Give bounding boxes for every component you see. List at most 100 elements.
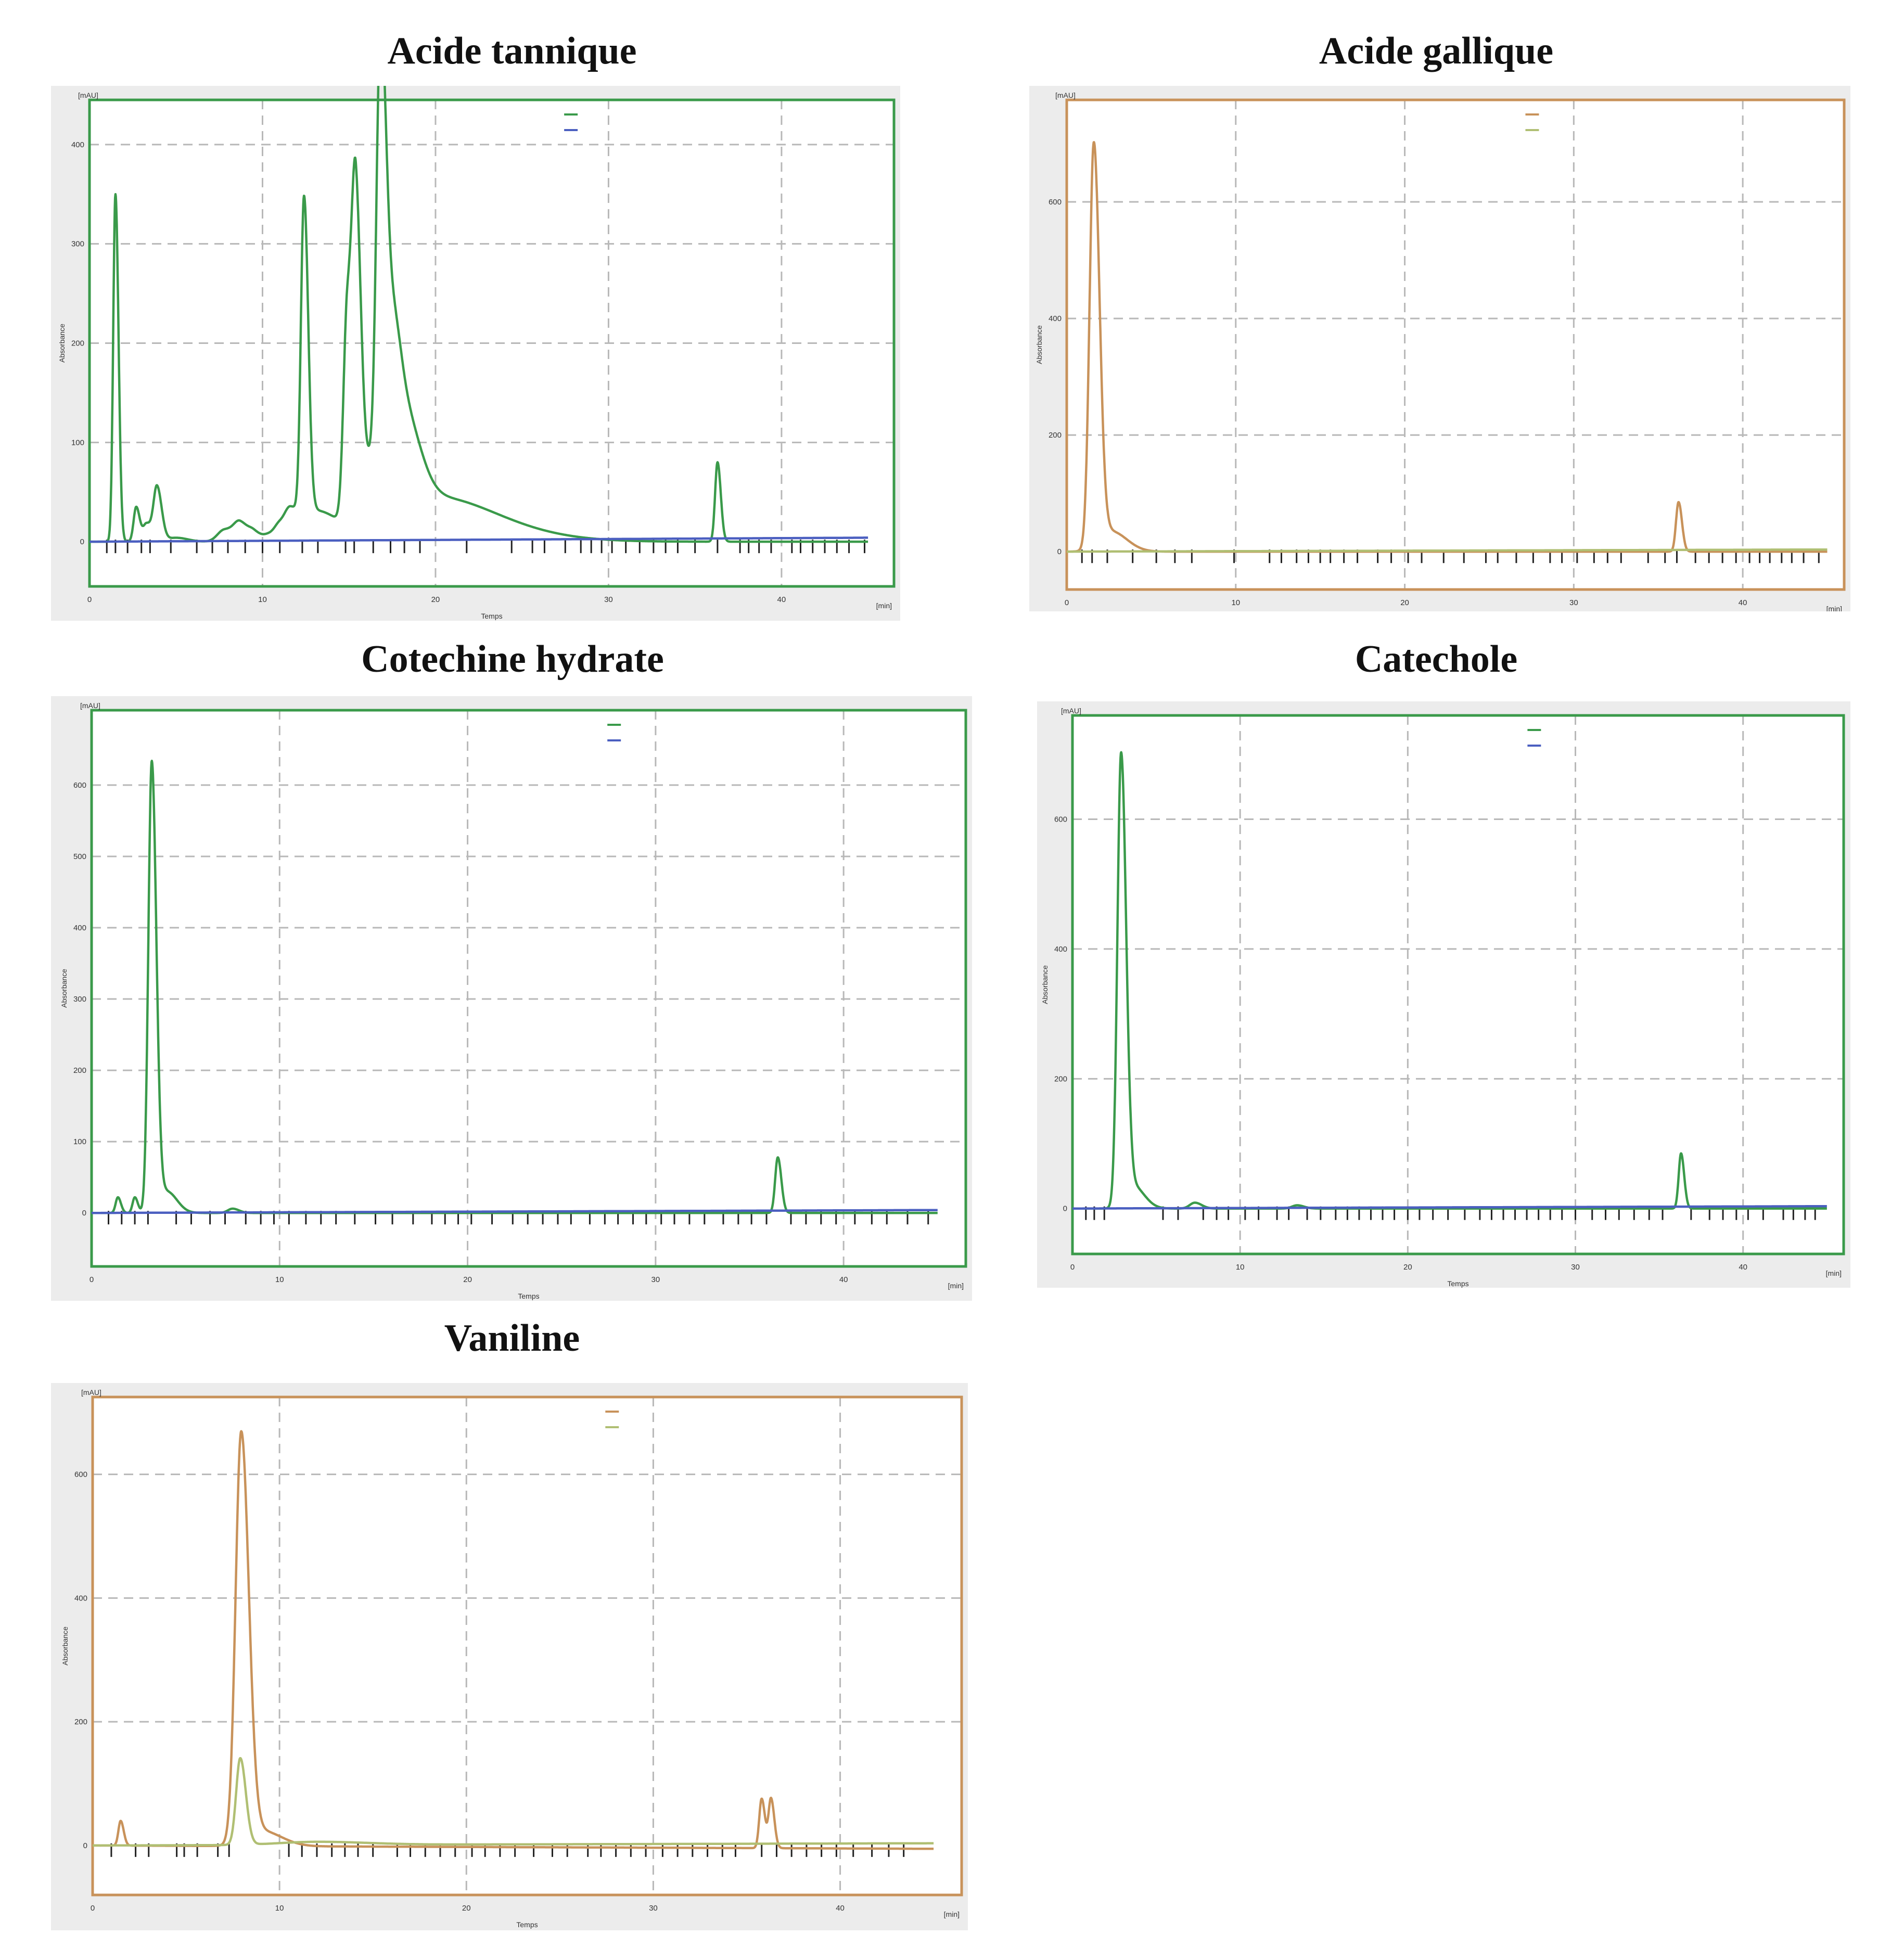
y-tick-label: 100 [71, 438, 84, 447]
x-tick-label: 0 [91, 1904, 95, 1913]
y-tick-label: 600 [1054, 815, 1067, 824]
x-tick-label: 0 [1070, 1263, 1075, 1272]
y-tick-label: 600 [74, 1470, 87, 1479]
y-tick-label: 100 [73, 1137, 86, 1146]
x-unit-label: [min] [944, 1910, 960, 1918]
y-unit-label: [mAU] [1061, 707, 1081, 715]
panel-title-cotechine: Cotechine hydrate [361, 638, 664, 681]
y-tick-label: 0 [83, 1841, 87, 1850]
x-unit-label: [min] [1826, 1269, 1842, 1277]
y-unit-label: [mAU] [81, 1388, 101, 1397]
y-tick-label: 0 [1057, 547, 1062, 556]
x-tick-label: 30 [651, 1275, 660, 1284]
chart-catechole: 0 10 20 30 40 0 200 400 600 [mAU] [min] Absorbance T… [1037, 701, 1850, 1288]
chart-cotechine-hydrate: 0 10 20 30 40 0 100 200 300 400 500 600 [mAU] [min] Ab… [51, 696, 972, 1301]
y-tick-label: 600 [73, 781, 86, 790]
x-tick-label: 20 [1400, 598, 1409, 607]
x-tick-label: 10 [275, 1904, 284, 1913]
plot-area [92, 710, 966, 1266]
plot-frame [90, 709, 967, 1268]
plot-frame [91, 1395, 963, 1897]
x-tick-label: 40 [1739, 1263, 1747, 1272]
y-tick-label: 0 [80, 537, 84, 546]
x-tick-label: 10 [275, 1275, 284, 1284]
plot-frame [1065, 98, 1846, 591]
x-tick-label: 30 [1569, 598, 1578, 607]
x-tick-label: 40 [1739, 598, 1747, 607]
x-tick-label: 30 [604, 595, 613, 604]
x-tick-label: 30 [649, 1904, 658, 1913]
y-axis-label: Absorbance [1035, 325, 1043, 364]
x-tick-label: 40 [839, 1275, 848, 1284]
x-axis-label: Temps [481, 612, 502, 620]
series-line-1 [91, 760, 939, 1214]
x-tick-label: 0 [87, 595, 92, 604]
y-tick-label: 300 [73, 995, 86, 1004]
panel-title-vaniline: Vaniline [444, 1317, 580, 1360]
y-axis-label: Absorbance [1041, 965, 1049, 1004]
plot-area [90, 100, 894, 586]
x-tick-label: 40 [836, 1904, 845, 1913]
series-line-2 [1066, 548, 1829, 553]
x-tick-label: 20 [462, 1904, 471, 1913]
y-unit-label: [mAU] [80, 701, 100, 710]
x-tick-label: 0 [90, 1275, 94, 1284]
chart-svg-tannique: 0 10 20 30 400100200300400[mAU][min]Absorban… [58, 86, 896, 620]
y-unit-label: [mAU] [78, 91, 98, 99]
y-tick-label: 200 [1054, 1074, 1067, 1083]
x-tick-label: 20 [431, 595, 440, 604]
chart-svg-catechole: 0 10 20 30 400200400600[mAU][min]AbsorbanceT… [1041, 707, 1845, 1288]
y-tick-label: 400 [71, 140, 84, 149]
y-tick-label: 400 [1049, 314, 1062, 323]
y-tick-label: 400 [73, 924, 86, 932]
x-unit-label: [min] [876, 601, 892, 610]
plot-frame [88, 98, 896, 588]
y-tick-label: 200 [74, 1718, 87, 1726]
x-tick-label: 20 [463, 1275, 472, 1284]
x-tick-label: 30 [1571, 1263, 1580, 1272]
y-tick-label: 300 [71, 240, 84, 249]
plot-area [1072, 715, 1844, 1254]
y-axis-label: Absorbance [61, 1626, 69, 1666]
x-tick-label: 20 [1403, 1263, 1412, 1272]
y-tick-label: 200 [71, 339, 84, 348]
plot-area [1067, 100, 1844, 590]
y-tick-label: 0 [82, 1209, 86, 1218]
series-line-1 [88, 86, 869, 543]
chart-vaniline: 0 10 20 30 40 0 200 400 600 [mAU] [min] Absorbance T… [51, 1383, 968, 1930]
plot-area [93, 1397, 962, 1895]
y-axis-label: Absorbance [60, 969, 68, 1008]
x-axis-label: Temps [1447, 1279, 1468, 1288]
x-tick-label: 40 [777, 595, 786, 604]
plot-frame [1071, 714, 1845, 1256]
chart-svg-cotechine: 0 10 20 30 400100200300400500600[mAU][min]Ab… [60, 701, 967, 1300]
x-tick-label: 10 [1231, 598, 1240, 607]
x-unit-label: [min] [948, 1282, 964, 1290]
series-line-1 [92, 1430, 935, 1850]
y-axis-label: Absorbance [58, 324, 66, 363]
y-tick-label: 600 [1049, 198, 1062, 207]
series-line-2 [1071, 1205, 1828, 1210]
y-unit-label: [mAU] [1055, 91, 1076, 99]
series-line-2 [91, 1209, 939, 1214]
x-tick-label: 10 [1236, 1263, 1245, 1272]
x-axis-label: Temps [518, 1292, 539, 1300]
y-tick-label: 400 [1054, 945, 1067, 954]
chart-acide-gallique: 0 10 20 30 40 0 200 400 600 [mAU] [min] Absorbance [1029, 86, 1850, 611]
panel-title-tannique: Acide tannique [387, 30, 637, 72]
x-tick-label: 10 [258, 595, 267, 604]
y-tick-label: 400 [74, 1594, 87, 1603]
y-tick-label: 0 [1063, 1205, 1067, 1213]
panel-title-gallique: Acide gallique [1319, 30, 1554, 72]
x-unit-label: [min] [1826, 605, 1842, 611]
y-tick-label: 200 [73, 1066, 86, 1075]
series-line-2 [88, 536, 869, 543]
x-tick-label: 0 [1065, 598, 1069, 607]
chart-svg-vaniline: 0 10 20 30 400200400600[mAU][min]AbsorbanceT… [61, 1388, 963, 1929]
series-line-2 [92, 1757, 935, 1847]
panel-title-catechole: Catechole [1355, 638, 1518, 681]
y-tick-label: 200 [1049, 431, 1062, 440]
chart-acide-tannique: 0 10 20 30 40 0 100 200 300 400 [mAU] [min] Absorban… [51, 86, 900, 621]
x-axis-label: Temps [516, 1920, 538, 1929]
